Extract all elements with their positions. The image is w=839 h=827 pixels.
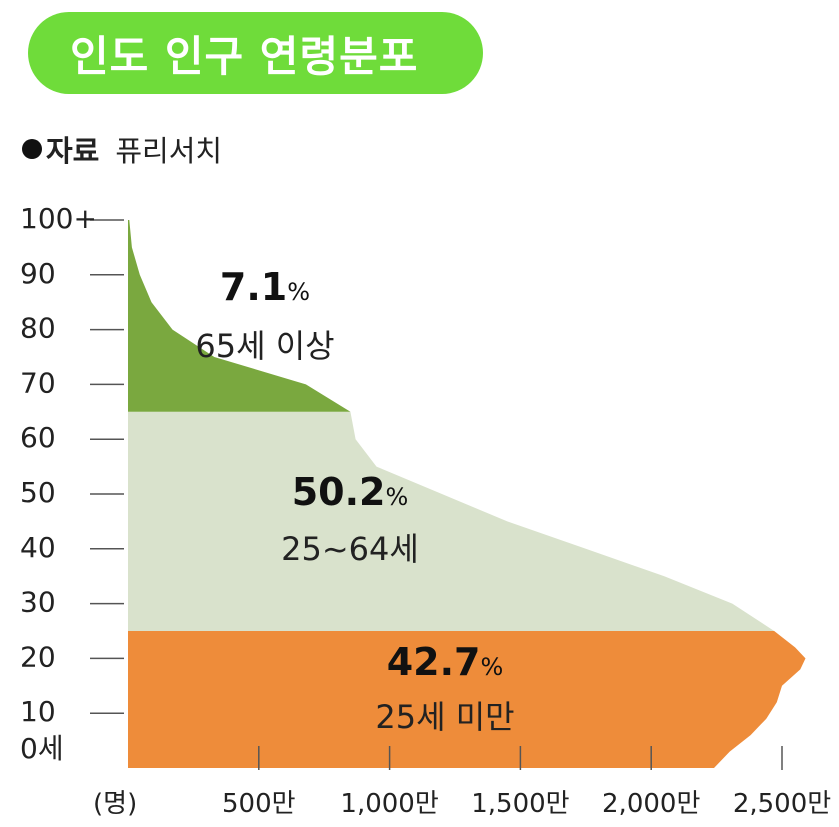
source-label: 자료 [46, 134, 100, 168]
y-tick-label-0: 0세 [20, 732, 64, 765]
segment-name-0: 25세 미만 [375, 698, 514, 736]
area-segment-2 [128, 220, 351, 412]
y-tick-label-40: 40 [20, 531, 56, 564]
segment-percent-0: 42.7% [387, 640, 504, 684]
area-segment-0 [128, 631, 806, 768]
segment-percent-1: 50.2% [292, 470, 409, 514]
x-tick-label-1000: 1,000만 [340, 789, 438, 819]
y-tick-label-70: 70 [20, 366, 56, 399]
y-tick-label-30: 30 [20, 586, 56, 619]
x-tick-label-2500: 2,500만 [733, 789, 831, 819]
x-tick-label-1500: 1,500만 [471, 789, 569, 819]
y-tick-label-20: 20 [20, 640, 56, 673]
x-axis-unit-label: (명) [93, 789, 137, 819]
y-tick-label-50: 50 [20, 476, 56, 509]
source-value: 퓨리서치 [115, 134, 223, 168]
y-tick-label-10: 10 [20, 695, 56, 728]
segment-percent-2: 7.1% [220, 265, 310, 309]
source-line: 자료 퓨리서치 [22, 128, 222, 170]
y-tick-label-100: 100+ [20, 202, 97, 235]
y-tick-label-90: 90 [20, 257, 56, 290]
x-tick-label-500: 500만 [222, 789, 296, 819]
segment-name-1: 25~64세 [281, 530, 419, 568]
chart-title: 인도 인구 연령분포 [70, 31, 419, 81]
y-tick-label-60: 60 [20, 421, 56, 454]
bullet-icon [22, 139, 42, 159]
y-tick-label-80: 80 [20, 312, 56, 345]
title-banner: 인도 인구 연령분포 [28, 12, 483, 94]
area-segment-1 [128, 411, 775, 631]
segment-name-2: 65세 이상 [195, 327, 334, 365]
x-tick-label-2000: 2,000만 [602, 789, 700, 819]
